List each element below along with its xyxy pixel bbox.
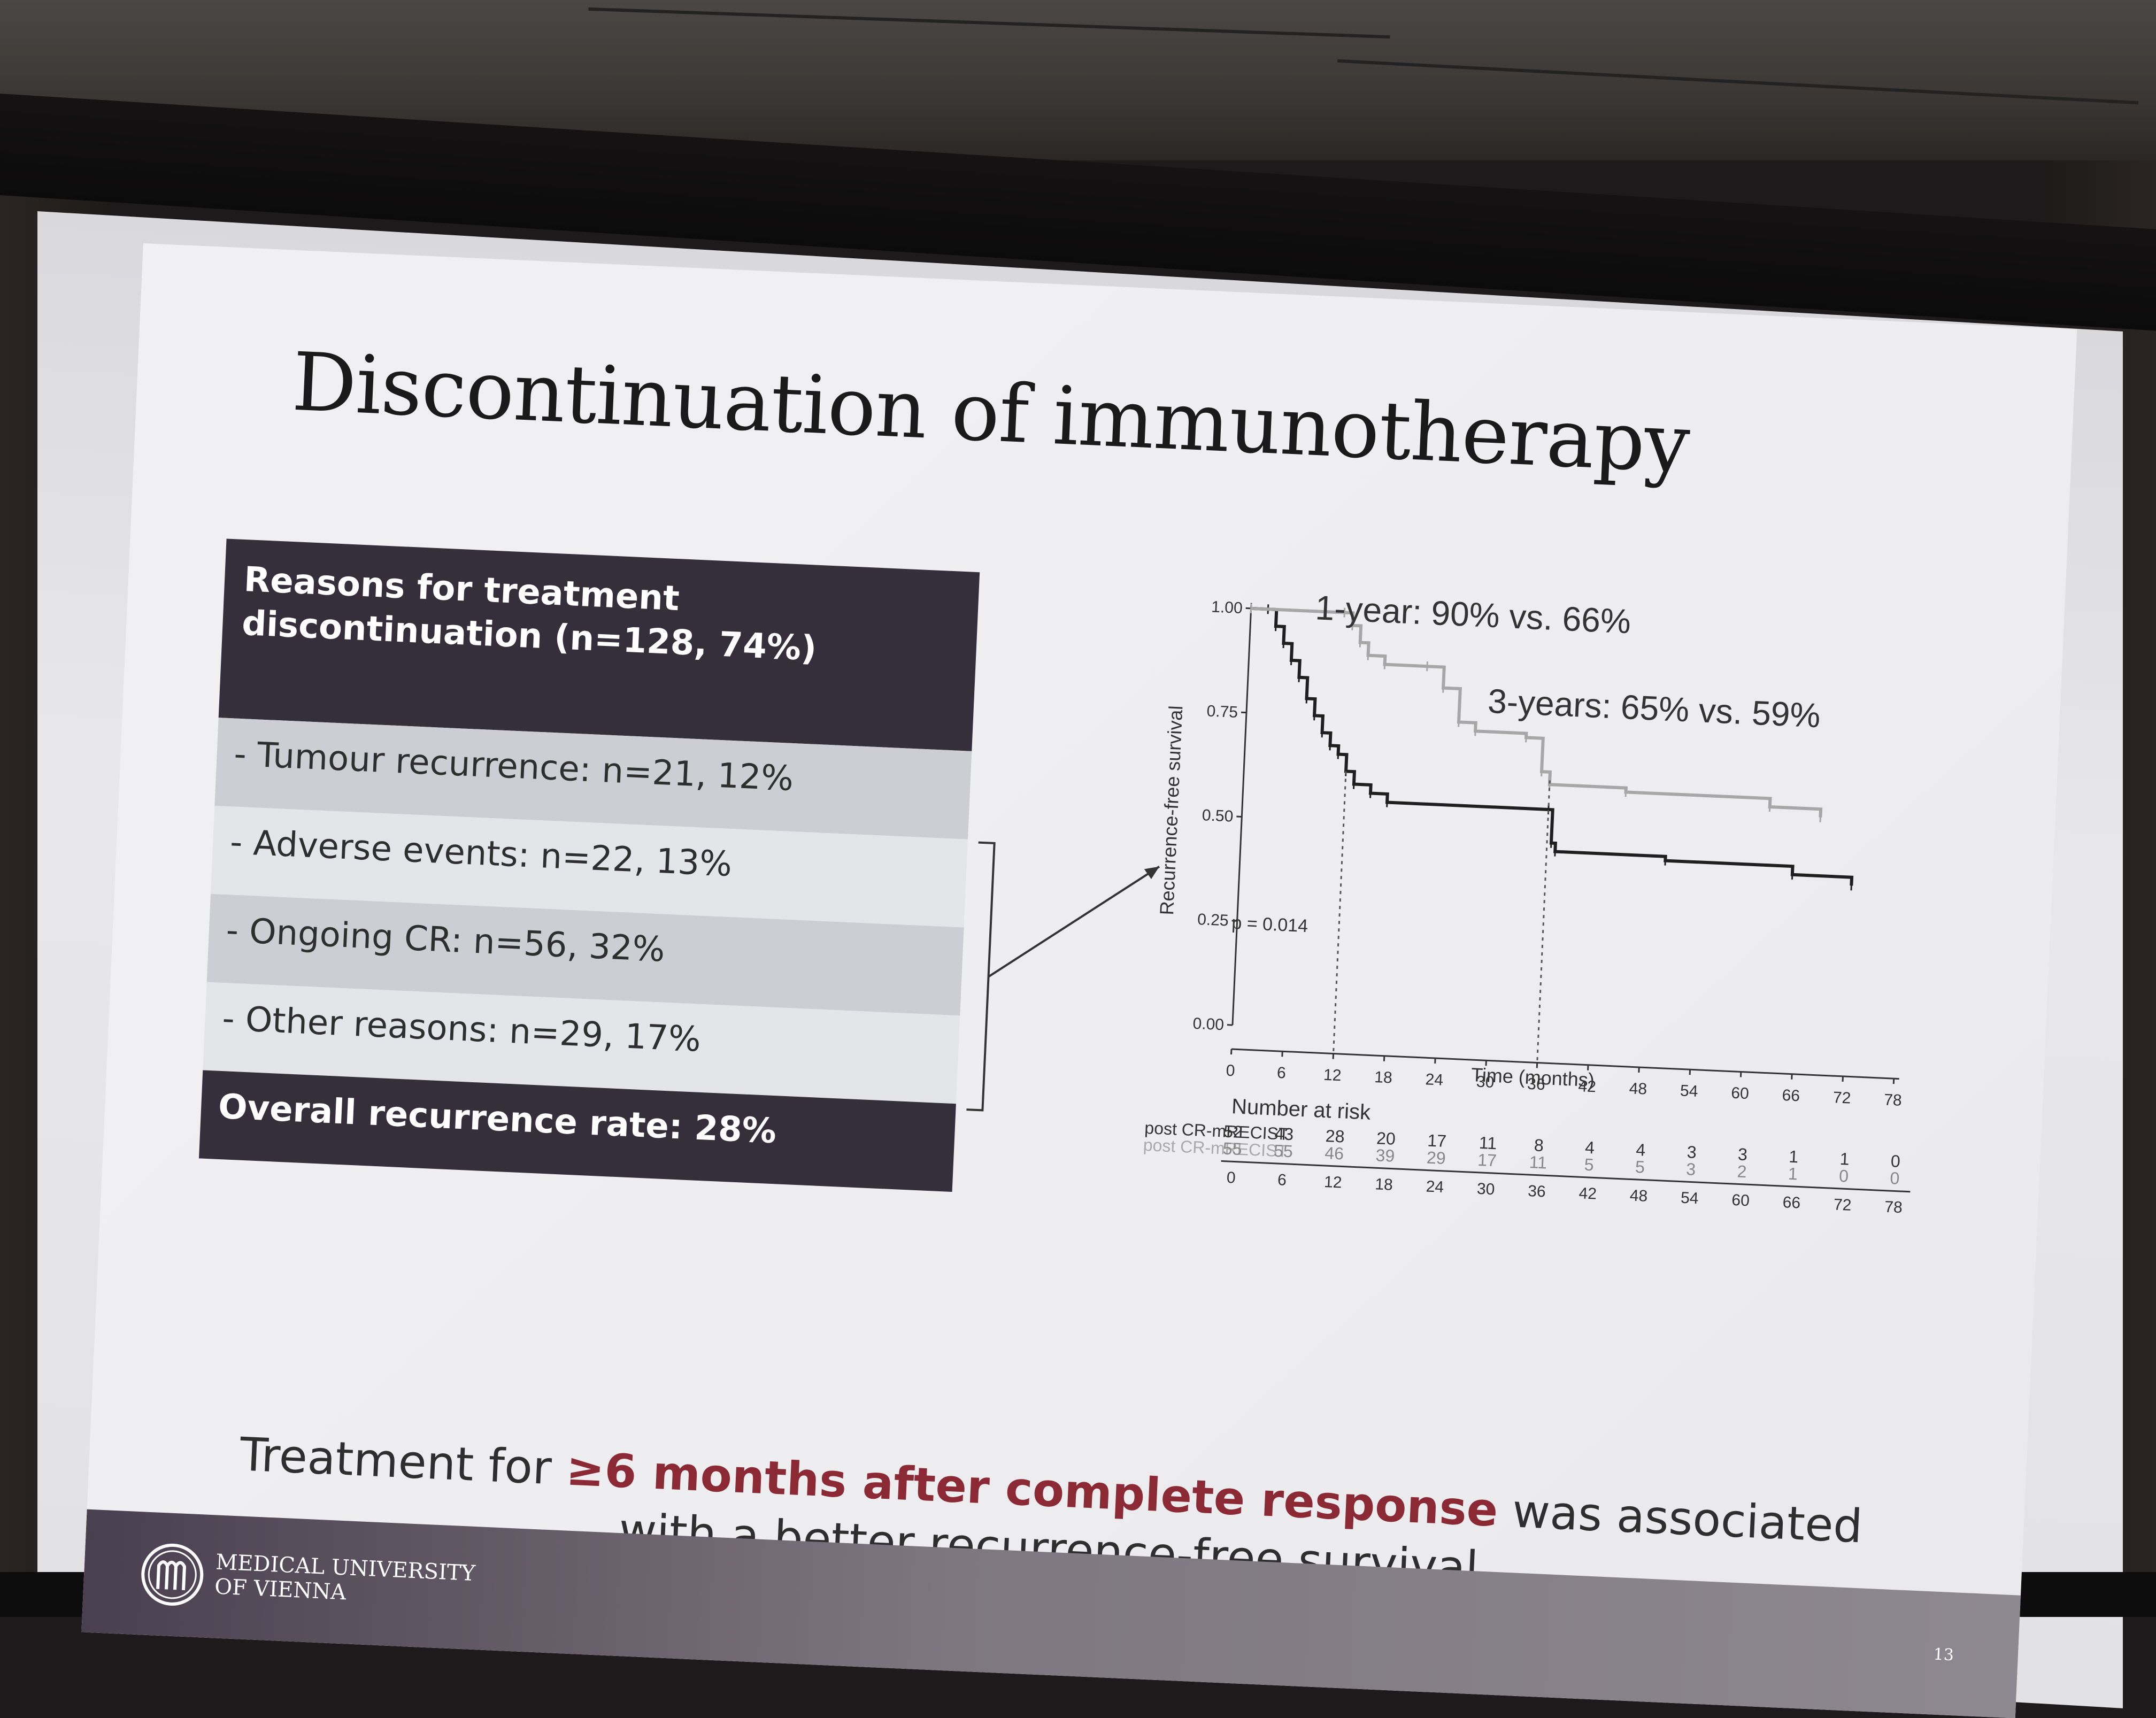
y-tick-label: 0.00 bbox=[1192, 1015, 1225, 1034]
risk-tick-label: 36 bbox=[1528, 1182, 1546, 1200]
x-tick-label: 6 bbox=[1276, 1064, 1286, 1082]
ceiling-panel-line bbox=[1337, 59, 2138, 104]
risk-count: 55 bbox=[1222, 1139, 1242, 1159]
reasons-table-header: Reasons for treatment discontinuation (n… bbox=[219, 538, 980, 751]
risk-tick-label: 0 bbox=[1226, 1169, 1236, 1187]
risk-tick-label: 66 bbox=[1782, 1193, 1801, 1212]
risk-count: 11 bbox=[1529, 1152, 1547, 1172]
risk-tick-label: 12 bbox=[1323, 1173, 1342, 1191]
x-tick-label: 18 bbox=[1374, 1068, 1393, 1087]
censor-mark bbox=[1555, 847, 1556, 857]
reasons-table: Reasons for treatment discontinuation (n… bbox=[199, 538, 980, 1192]
risk-count: 46 bbox=[1325, 1143, 1344, 1164]
risk-count: 0 bbox=[1890, 1168, 1900, 1188]
censor-mark bbox=[1665, 856, 1666, 866]
x-tick-label: 24 bbox=[1425, 1070, 1444, 1089]
university-logo-icon bbox=[139, 1541, 206, 1608]
risk-tick-label: 30 bbox=[1476, 1180, 1495, 1198]
x-tick-label: 78 bbox=[1884, 1091, 1903, 1109]
censor-mark bbox=[1314, 711, 1315, 720]
x-tick-label: 12 bbox=[1323, 1066, 1342, 1084]
risk-tick-label: 48 bbox=[1629, 1187, 1648, 1205]
risk-count: 5 bbox=[1584, 1155, 1594, 1175]
censor-mark bbox=[1551, 838, 1552, 848]
censor-mark bbox=[1769, 802, 1770, 812]
x-tick-label: 60 bbox=[1731, 1084, 1750, 1103]
censor-mark bbox=[1384, 660, 1385, 669]
censor-mark bbox=[1475, 726, 1476, 736]
censor-mark bbox=[1283, 638, 1284, 648]
y-tick-label: 0.75 bbox=[1206, 702, 1238, 721]
risk-tick-label: 54 bbox=[1680, 1189, 1699, 1207]
risk-count: 5 bbox=[1635, 1157, 1645, 1177]
censor-mark bbox=[1387, 798, 1388, 807]
annotation-3-years: 3-years: 65% vs. 59% bbox=[1487, 682, 1821, 735]
risk-count: 39 bbox=[1375, 1145, 1395, 1166]
censor-mark bbox=[1427, 661, 1428, 671]
censor-mark bbox=[1820, 813, 1821, 822]
ceiling-panel-line bbox=[588, 7, 1390, 38]
censor-mark bbox=[1526, 733, 1527, 742]
dotted-line-12mo bbox=[1334, 771, 1346, 1053]
y-tick-label: 0.50 bbox=[1202, 806, 1234, 826]
x-tick-label: 0 bbox=[1226, 1062, 1235, 1080]
risk-count: 1 bbox=[1788, 1164, 1798, 1184]
statement-text: Treatment for bbox=[239, 1428, 567, 1496]
presentation-slide: Discontinuation of immunotherapy Reasons… bbox=[81, 243, 2077, 1718]
y-axis bbox=[1233, 603, 1251, 1025]
risk-count: 55 bbox=[1273, 1141, 1293, 1161]
pointer-arrow-line bbox=[989, 859, 1159, 984]
risk-tick-label: 78 bbox=[1884, 1198, 1903, 1216]
km-series bbox=[1239, 604, 1862, 890]
risk-count: 3 bbox=[1686, 1159, 1696, 1179]
y-axis-label: Recurrence-free survival bbox=[1156, 705, 1187, 916]
p-value: p = 0.014 bbox=[1231, 913, 1308, 936]
risk-count: 29 bbox=[1426, 1147, 1446, 1168]
risk-tick-label: 6 bbox=[1277, 1171, 1287, 1189]
x-tick-label: 72 bbox=[1832, 1089, 1851, 1107]
risk-tick-label: 42 bbox=[1578, 1184, 1597, 1203]
x-tick-label: 66 bbox=[1782, 1087, 1800, 1105]
risk-tick-label: 60 bbox=[1731, 1191, 1750, 1209]
university-name: MEDICAL UNIVERSITY OF VIENNA bbox=[214, 1550, 475, 1611]
censor-mark bbox=[1370, 789, 1371, 798]
censor-mark bbox=[1851, 881, 1852, 890]
censor-mark bbox=[1306, 694, 1307, 703]
page-number: 13 bbox=[1933, 1645, 1954, 1665]
risk-tick-label: 18 bbox=[1375, 1175, 1393, 1193]
dotted-line-36mo bbox=[1537, 780, 1550, 1062]
risk-count: 0 bbox=[1838, 1166, 1849, 1186]
risk-table-title: Number at risk bbox=[1231, 1095, 1372, 1124]
y-tick-label: 0.25 bbox=[1197, 911, 1229, 930]
x-tick-label: 48 bbox=[1629, 1080, 1647, 1098]
y-tick-label: 1.00 bbox=[1211, 598, 1243, 618]
censor-mark bbox=[1443, 683, 1444, 693]
risk-tick-label: 24 bbox=[1426, 1177, 1444, 1196]
risk-tick-label: 72 bbox=[1833, 1196, 1852, 1214]
x-tick-label: 54 bbox=[1680, 1082, 1698, 1100]
slide-title: Discontinuation of immunotherapy bbox=[290, 336, 1691, 491]
risk-count: 2 bbox=[1737, 1161, 1747, 1181]
censor-mark bbox=[1291, 656, 1292, 665]
risk-count: 17 bbox=[1477, 1150, 1497, 1170]
